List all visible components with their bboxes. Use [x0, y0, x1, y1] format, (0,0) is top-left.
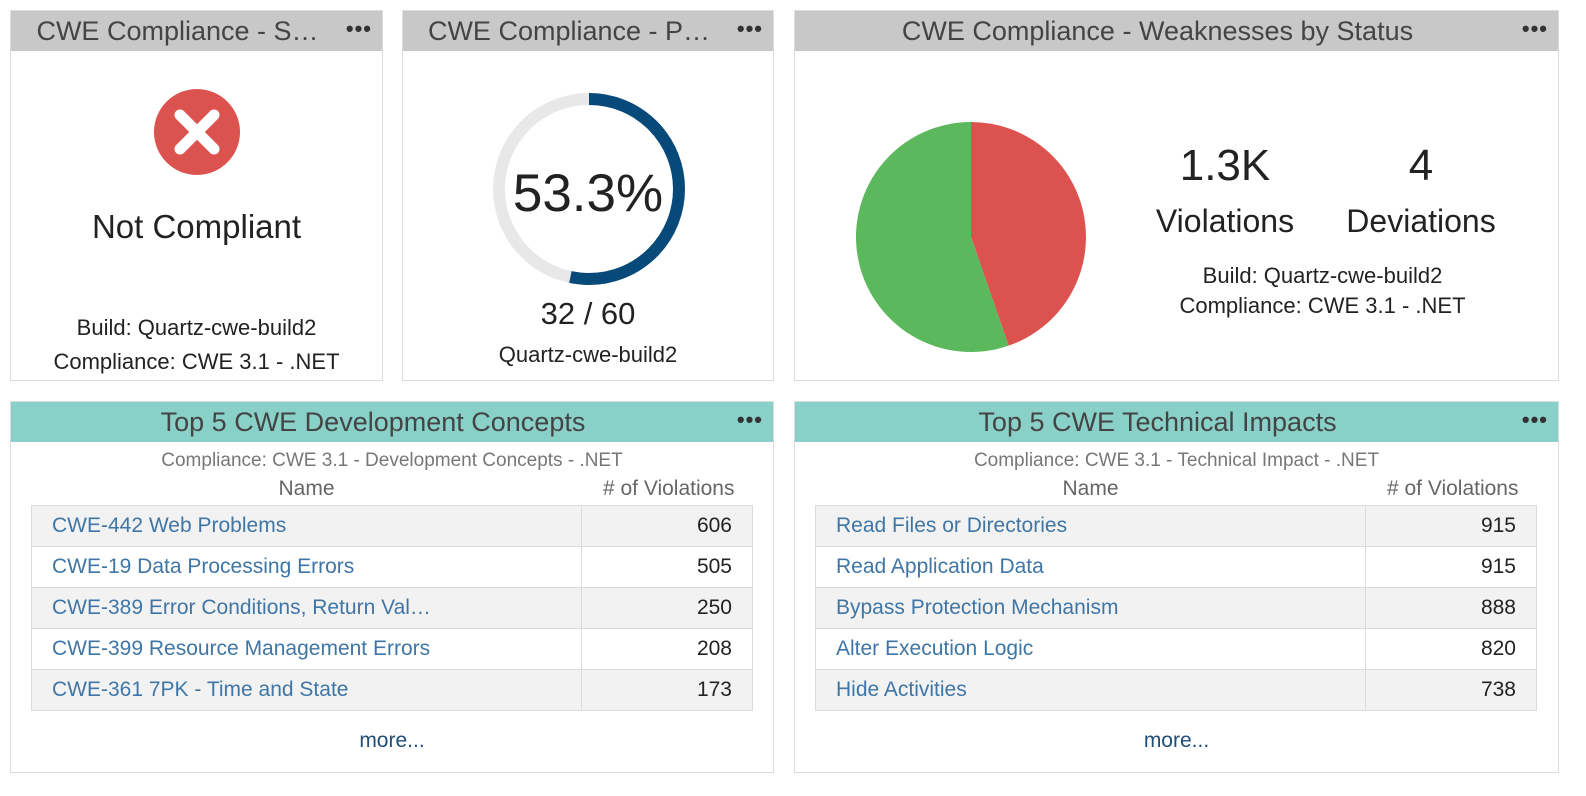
row-name-link[interactable]: CWE-19 Data Processing Errors	[31, 546, 582, 588]
weaknesses-widget-menu-button[interactable]: •••	[1521, 16, 1548, 41]
row-name-link[interactable]: Alter Execution Logic	[815, 628, 1366, 670]
table-row[interactable]: CWE-19 Data Processing Errors 505	[31, 546, 753, 588]
row-name-link[interactable]: Hide Activities	[815, 669, 1366, 711]
deviations-label: Deviations	[1346, 203, 1496, 239]
impacts-widget-title: Top 5 CWE Technical Impacts	[978, 407, 1337, 437]
progress-widget-header: CWE Compliance - P… •••	[403, 11, 773, 51]
concepts-more-link[interactable]: more...	[359, 729, 425, 752]
row-name-link[interactable]: CWE-442 Web Problems	[31, 505, 582, 547]
row-count: 250	[581, 587, 753, 629]
impacts-table-header: Name # of Violations	[816, 477, 1537, 506]
deviations-value: 4	[1408, 141, 1434, 190]
impacts-widget: Top 5 CWE Technical Impacts ••• Complian…	[794, 401, 1559, 773]
progress-widget-menu-button[interactable]: •••	[736, 16, 763, 41]
column-header-name: Name	[278, 477, 335, 500]
pie-slice-0	[971, 122, 1086, 346]
row-name-link[interactable]: CWE-389 Error Conditions, Return Val…	[31, 587, 582, 629]
concepts-table: Name # of Violations CWE-442 Web Problem…	[31, 477, 753, 711]
status-widget-title: CWE Compliance - S…	[36, 16, 319, 46]
progress-widget-title: CWE Compliance - P…	[427, 16, 711, 46]
table-row[interactable]: Bypass Protection Mechanism 888	[815, 587, 1537, 629]
impacts-subtitle: Compliance: CWE 3.1 - Technical Impact -…	[973, 450, 1380, 471]
concepts-widget-title: Top 5 CWE Development Concepts	[160, 407, 586, 437]
row-count: 606	[581, 505, 753, 547]
table-row[interactable]: CWE-442 Web Problems 606	[31, 505, 753, 547]
table-row[interactable]: CWE-389 Error Conditions, Return Val… 25…	[31, 587, 753, 629]
concepts-table-header: Name # of Violations	[32, 477, 753, 506]
progress-widget: CWE Compliance - P… ••• 53.3% 32 / 60 Qu…	[402, 10, 774, 381]
progress-ring-fill	[493, 93, 685, 285]
status-widget-header: CWE Compliance - S… •••	[11, 11, 382, 51]
status-compliance-text: Compliance: CWE 3.1 - .NET	[53, 349, 340, 374]
weaknesses-build-text: Build: Quartz-cwe-build2	[1202, 263, 1443, 288]
impacts-more-link[interactable]: more...	[1143, 729, 1210, 752]
row-count: 208	[581, 628, 753, 670]
row-name-link[interactable]: CWE-361 7PK - Time and State	[31, 669, 582, 711]
progress-ring	[493, 93, 685, 285]
weaknesses-widget: CWE Compliance - Weaknesses by Status ••…	[794, 10, 1559, 381]
table-row[interactable]: Read Application Data 915	[815, 546, 1537, 588]
row-name-link[interactable]: Read Files or Directories	[815, 505, 1366, 547]
table-row[interactable]: Alter Execution Logic 820	[815, 628, 1537, 670]
violations-label: Violations	[1155, 203, 1295, 239]
impacts-table: Name # of Violations Read Files or Direc…	[815, 477, 1537, 711]
status-widget-menu-button[interactable]: •••	[345, 16, 372, 41]
impacts-widget-header: Top 5 CWE Technical Impacts •••	[795, 402, 1558, 442]
row-count: 820	[1365, 628, 1537, 670]
column-header-name: Name	[1062, 477, 1119, 500]
table-row[interactable]: Hide Activities 738	[815, 669, 1537, 711]
row-count: 173	[581, 669, 753, 711]
weaknesses-compliance-text: Compliance: CWE 3.1 - .NET	[1179, 293, 1466, 318]
status-widget: CWE Compliance - S… ••• Not Compliant Bu…	[10, 10, 383, 381]
progress-build-text: Quartz-cwe-build2	[498, 342, 678, 367]
compliance-status-text: Not Compliant	[91, 208, 302, 245]
table-row[interactable]: CWE-399 Resource Management Errors 208	[31, 628, 753, 670]
row-count: 915	[1365, 546, 1537, 588]
status-build-text: Build: Quartz-cwe-build2	[76, 315, 317, 340]
row-count: 505	[581, 546, 753, 588]
column-header-violations: # of Violations	[1386, 477, 1519, 500]
weaknesses-widget-header: CWE Compliance - Weaknesses by Status ••…	[795, 11, 1558, 51]
row-count: 888	[1365, 587, 1537, 629]
row-count: 915	[1365, 505, 1537, 547]
row-count: 738	[1365, 669, 1537, 711]
concepts-widget: Top 5 CWE Development Concepts ••• Compl…	[10, 401, 774, 773]
concepts-widget-menu-button[interactable]: •••	[736, 407, 763, 432]
column-header-violations: # of Violations	[602, 477, 735, 500]
impacts-widget-menu-button[interactable]: •••	[1521, 407, 1548, 432]
table-row[interactable]: CWE-361 7PK - Time and State 173	[31, 669, 753, 711]
row-name-link[interactable]: CWE-399 Resource Management Errors	[31, 628, 582, 670]
concepts-widget-header: Top 5 CWE Development Concepts •••	[11, 402, 773, 442]
progress-ratio-text: 32 / 60	[540, 296, 636, 331]
status-pie-chart	[855, 122, 1086, 352]
weaknesses-widget-title: CWE Compliance - Weaknesses by Status	[901, 16, 1414, 46]
table-row[interactable]: Read Files or Directories 915	[815, 505, 1537, 547]
violations-value: 1.3K	[1179, 141, 1271, 190]
pie-slice-1	[855, 122, 1009, 352]
row-name-link[interactable]: Bypass Protection Mechanism	[815, 587, 1366, 629]
error-x-icon	[154, 89, 240, 175]
progress-percent-text: 53.3%	[512, 164, 664, 223]
concepts-subtitle: Compliance: CWE 3.1 - Development Concep…	[161, 450, 623, 471]
row-name-link[interactable]: Read Application Data	[815, 546, 1366, 588]
